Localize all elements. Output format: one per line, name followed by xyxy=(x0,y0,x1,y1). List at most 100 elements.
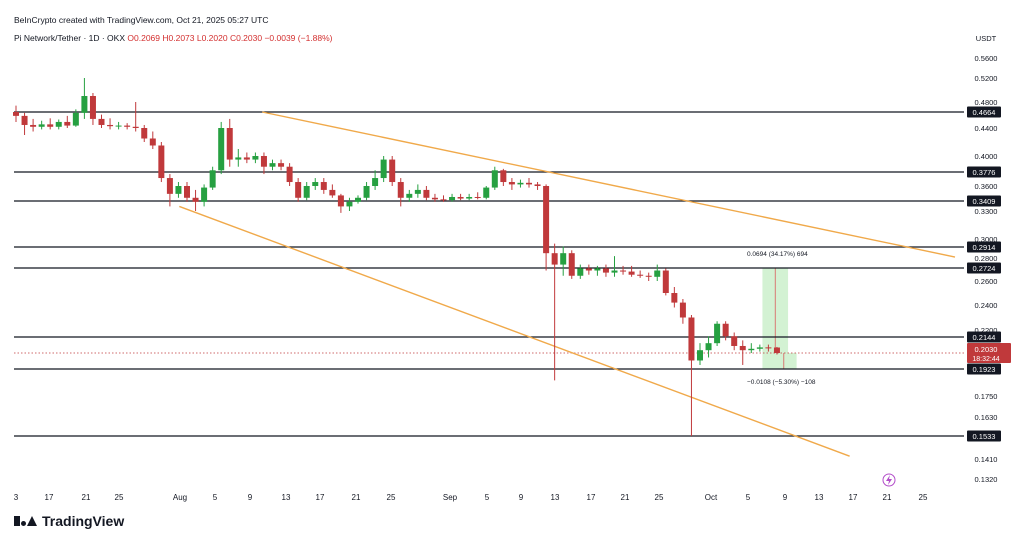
y-tick-label: 0.3300 xyxy=(975,207,998,216)
candle-body xyxy=(423,189,430,198)
candle-body xyxy=(697,350,703,361)
candle-body xyxy=(500,170,507,183)
candle-body xyxy=(491,170,498,188)
candle-body xyxy=(517,182,524,185)
candle-body xyxy=(714,323,721,344)
candle-body xyxy=(158,145,165,179)
lightning-icon xyxy=(886,475,892,485)
candle-body xyxy=(628,271,635,275)
y-tick-label: 0.3600 xyxy=(975,182,998,191)
candle-body xyxy=(637,274,644,276)
x-tick-label: Oct xyxy=(705,493,718,502)
candle-body xyxy=(286,166,293,183)
tradingview-logo-icon xyxy=(14,516,37,526)
candle-body xyxy=(671,293,678,303)
candle-body xyxy=(449,196,456,201)
candle-body xyxy=(13,112,19,116)
measure-down-box xyxy=(762,353,797,369)
candle-body xyxy=(235,157,242,160)
level-tag xyxy=(967,166,1001,178)
candle-body xyxy=(568,253,575,276)
candle-body xyxy=(175,186,182,194)
level-tag-label: 0.2724 xyxy=(973,264,996,273)
x-tick-label: 25 xyxy=(115,493,124,502)
candle-body xyxy=(115,125,122,127)
level-tag-label: 0.3776 xyxy=(973,168,996,177)
current-price-tag xyxy=(967,343,1011,363)
level-tag xyxy=(967,106,1001,118)
candle-body xyxy=(773,347,780,353)
y-tick-label: 0.1630 xyxy=(975,413,998,422)
candle-body xyxy=(534,184,541,186)
upper-trendline xyxy=(262,111,956,258)
y-tick-label: 0.4400 xyxy=(975,124,998,133)
x-tick-label: 25 xyxy=(919,493,928,502)
y-tick-label: 0.2800 xyxy=(975,254,998,263)
candle-body xyxy=(611,270,618,273)
x-tick-label: 13 xyxy=(815,493,824,502)
x-tick-label: Aug xyxy=(173,493,187,502)
candle-body xyxy=(107,124,114,127)
candle-body xyxy=(679,302,686,318)
candle-body xyxy=(346,201,353,207)
ohlc-values: O0.2069 H0.2073 L0.2020 C0.2030 −0.0039 … xyxy=(127,33,333,43)
candle-body xyxy=(218,128,225,171)
y-tick-label: 0.4800 xyxy=(975,98,998,107)
level-tag-label: 0.1923 xyxy=(973,365,996,374)
candle-body xyxy=(577,268,584,276)
candle-body xyxy=(654,270,661,277)
x-tick-label: 5 xyxy=(485,493,490,502)
candle-body xyxy=(64,121,71,126)
x-tick-label: 3 xyxy=(14,493,19,502)
candle-body xyxy=(278,163,285,167)
candle-body xyxy=(765,347,772,349)
candle-body xyxy=(72,112,79,126)
candle-body xyxy=(201,187,208,202)
candle-body xyxy=(355,197,361,202)
tradingview-logo-text: TradingView xyxy=(42,513,125,529)
level-tag-label: 0.3409 xyxy=(973,197,996,206)
candle-body xyxy=(739,345,746,351)
x-tick-label: 21 xyxy=(82,493,91,502)
candle-body xyxy=(312,182,319,186)
candle-body xyxy=(38,124,45,127)
x-tick-label: 21 xyxy=(883,493,892,502)
y-tick-label: 0.5200 xyxy=(975,74,998,83)
tradingview-logo[interactable]: TradingView xyxy=(14,513,124,529)
candle-body xyxy=(89,96,96,119)
candle-body xyxy=(474,196,481,198)
candle-body xyxy=(372,178,379,186)
y-tick-label: 0.4000 xyxy=(975,152,998,161)
chart-credit: BeInCrypto created with TradingView.com,… xyxy=(14,15,269,25)
symbol-name: Pi Network/Tether · 1D · OKX xyxy=(14,33,126,43)
y-tick-label: 0.1410 xyxy=(975,455,998,464)
countdown-value: 18:32:44 xyxy=(972,356,999,363)
candle-body xyxy=(551,253,558,265)
level-tag xyxy=(967,241,1001,253)
y-tick-label: 0.3000 xyxy=(975,235,998,244)
candle-body xyxy=(132,126,139,128)
candle-body xyxy=(337,195,344,207)
x-tick-label: 5 xyxy=(746,493,751,502)
candle-body xyxy=(389,159,396,183)
current-price-value: 0.2030 xyxy=(975,345,998,354)
candle-body xyxy=(303,186,310,198)
measure-up-label: 0.0694 (34.17%) 694 xyxy=(747,251,808,258)
candle-body xyxy=(252,156,259,160)
candle-body xyxy=(243,157,250,160)
x-tick-label: 17 xyxy=(587,493,596,502)
candle-body xyxy=(731,336,738,346)
candle-body xyxy=(722,323,729,337)
candle-body xyxy=(329,189,336,196)
candle-body xyxy=(756,347,763,349)
candle-body xyxy=(688,317,695,361)
currency-label: USDT xyxy=(976,34,997,43)
candle-body xyxy=(431,197,438,200)
x-tick-label: 9 xyxy=(248,493,253,502)
candle-body xyxy=(457,196,464,199)
candle-body xyxy=(645,275,652,277)
x-tick-label: 9 xyxy=(519,493,524,502)
candle-body xyxy=(269,163,276,167)
level-tag xyxy=(967,262,1001,274)
